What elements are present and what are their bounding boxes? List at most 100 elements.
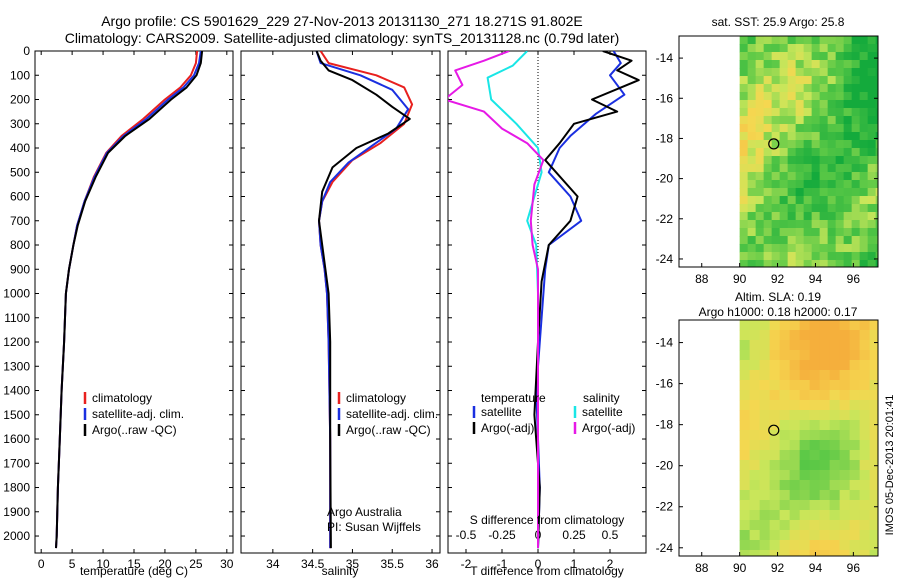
heatmap-cell	[747, 68, 757, 77]
series-line-climatology	[55, 51, 199, 549]
figure-title-line1: Argo profile: CS 5901629_229 27-Nov-2013…	[101, 13, 583, 29]
heatmap-cell	[771, 116, 781, 125]
heatmap-cell	[811, 76, 821, 85]
heatmap-cell	[819, 440, 831, 451]
heatmap-cell	[843, 60, 853, 69]
heatmap-cell	[803, 148, 813, 157]
heatmap-cell	[835, 236, 845, 245]
heatmap-cell	[771, 76, 781, 85]
heatmap-cell	[769, 410, 781, 421]
heatmap-cell	[809, 390, 821, 401]
heatmap-cell	[859, 204, 869, 213]
heatmap-cell	[819, 340, 831, 351]
heatmap-cell	[779, 430, 791, 441]
heatmap-cell	[869, 500, 878, 511]
heatmap-cell	[867, 52, 877, 61]
heatmap-cell	[739, 92, 749, 101]
heatmap-cell	[849, 480, 861, 491]
heatmap-cell	[739, 204, 749, 213]
depth-tick-label: 600	[10, 190, 30, 204]
heatmap-cell	[755, 212, 765, 221]
heatmap-cell	[749, 350, 761, 361]
heatmap-cell	[779, 36, 789, 45]
heatmap-cell	[771, 156, 781, 165]
heatmap-cell	[739, 228, 749, 237]
heatmap-cell	[759, 410, 771, 421]
heatmap-cell	[755, 68, 765, 77]
heatmap-cell	[829, 540, 841, 551]
heatmap-cell	[819, 450, 831, 461]
heatmap-cell	[747, 172, 757, 181]
heatmap-cell	[829, 410, 841, 421]
heatmap-cell	[799, 430, 811, 441]
heatmap-cell	[763, 212, 773, 221]
heatmap-cell	[759, 530, 771, 541]
heatmap-cell	[739, 116, 749, 125]
heatmap-cell	[835, 60, 845, 69]
heatmap-cell	[819, 252, 829, 261]
heatmap-cell	[851, 204, 861, 213]
heatmap-cell	[759, 540, 771, 551]
heatmap-cell	[747, 44, 757, 53]
heatmap-cell	[763, 60, 773, 69]
heatmap-cell	[789, 550, 801, 556]
heatmap-cell	[769, 370, 781, 381]
heatmap-cell	[859, 540, 871, 551]
heatmap-cell	[859, 100, 869, 109]
heatmap-cell	[819, 116, 829, 125]
heatmap-cell	[867, 236, 877, 245]
heatmap-cell	[839, 530, 851, 541]
heatmap-cell	[809, 400, 821, 411]
heatmap-cell	[819, 148, 829, 157]
heatmap-cell	[739, 244, 749, 253]
figure-title-line2: Climatology: CARS2009. Satellite-adjuste…	[65, 30, 620, 46]
heatmap-cell	[875, 188, 878, 197]
heatmap-cell	[859, 116, 869, 125]
heatmap-cell	[795, 188, 805, 197]
heatmap-cell	[755, 108, 765, 117]
heatmap-cell	[819, 44, 829, 53]
heatmap-cell	[755, 44, 765, 53]
heatmap-cell	[779, 68, 789, 77]
legend-label-satellite: satellite-adj. clim.	[92, 407, 184, 421]
heatmap-cell	[787, 140, 797, 149]
heatmap-cell	[789, 390, 801, 401]
heatmap-cell	[789, 490, 801, 501]
heatmap-cell	[759, 400, 771, 411]
heatmap-cell	[875, 68, 878, 77]
heatmap-cell	[763, 260, 773, 267]
heatmap-cell	[799, 510, 811, 521]
heatmap-cell	[739, 520, 751, 531]
heatmap-cell	[839, 430, 851, 441]
heatmap-cell	[819, 380, 831, 391]
heatmap-cell	[875, 140, 878, 149]
heatmap-cell	[819, 228, 829, 237]
heatmap-cell	[835, 204, 845, 213]
heatmap-cell	[819, 370, 831, 381]
heatmap-cell	[843, 164, 853, 173]
heatmap-cell	[789, 430, 801, 441]
heatmap-cell	[809, 410, 821, 421]
heatmap-cell	[779, 212, 789, 221]
lat-tick-label: -22	[656, 500, 674, 514]
heatmap-cell	[769, 350, 781, 361]
heatmap-cell	[819, 260, 829, 267]
x-tick-label: 10	[96, 557, 110, 571]
heatmap-cell	[811, 172, 821, 181]
heatmap-cell	[839, 470, 851, 481]
heatmap-cell	[759, 490, 771, 501]
heatmap-cell	[835, 156, 845, 165]
heatmap-cell	[859, 430, 871, 441]
legend-title-salinity: salinity	[583, 391, 620, 405]
heatmap-cell	[755, 132, 765, 141]
heatmap-cell	[779, 530, 791, 541]
heatmap-cell	[835, 68, 845, 77]
heatmap-cell	[803, 116, 813, 125]
heatmap-cell	[747, 212, 757, 221]
heatmap-cell	[849, 510, 861, 521]
heatmap-cell	[867, 260, 877, 267]
heatmap-cell	[739, 52, 749, 61]
heatmap-cell	[859, 470, 871, 481]
heatmap-cell	[739, 440, 751, 451]
heatmap-cell	[851, 36, 861, 45]
